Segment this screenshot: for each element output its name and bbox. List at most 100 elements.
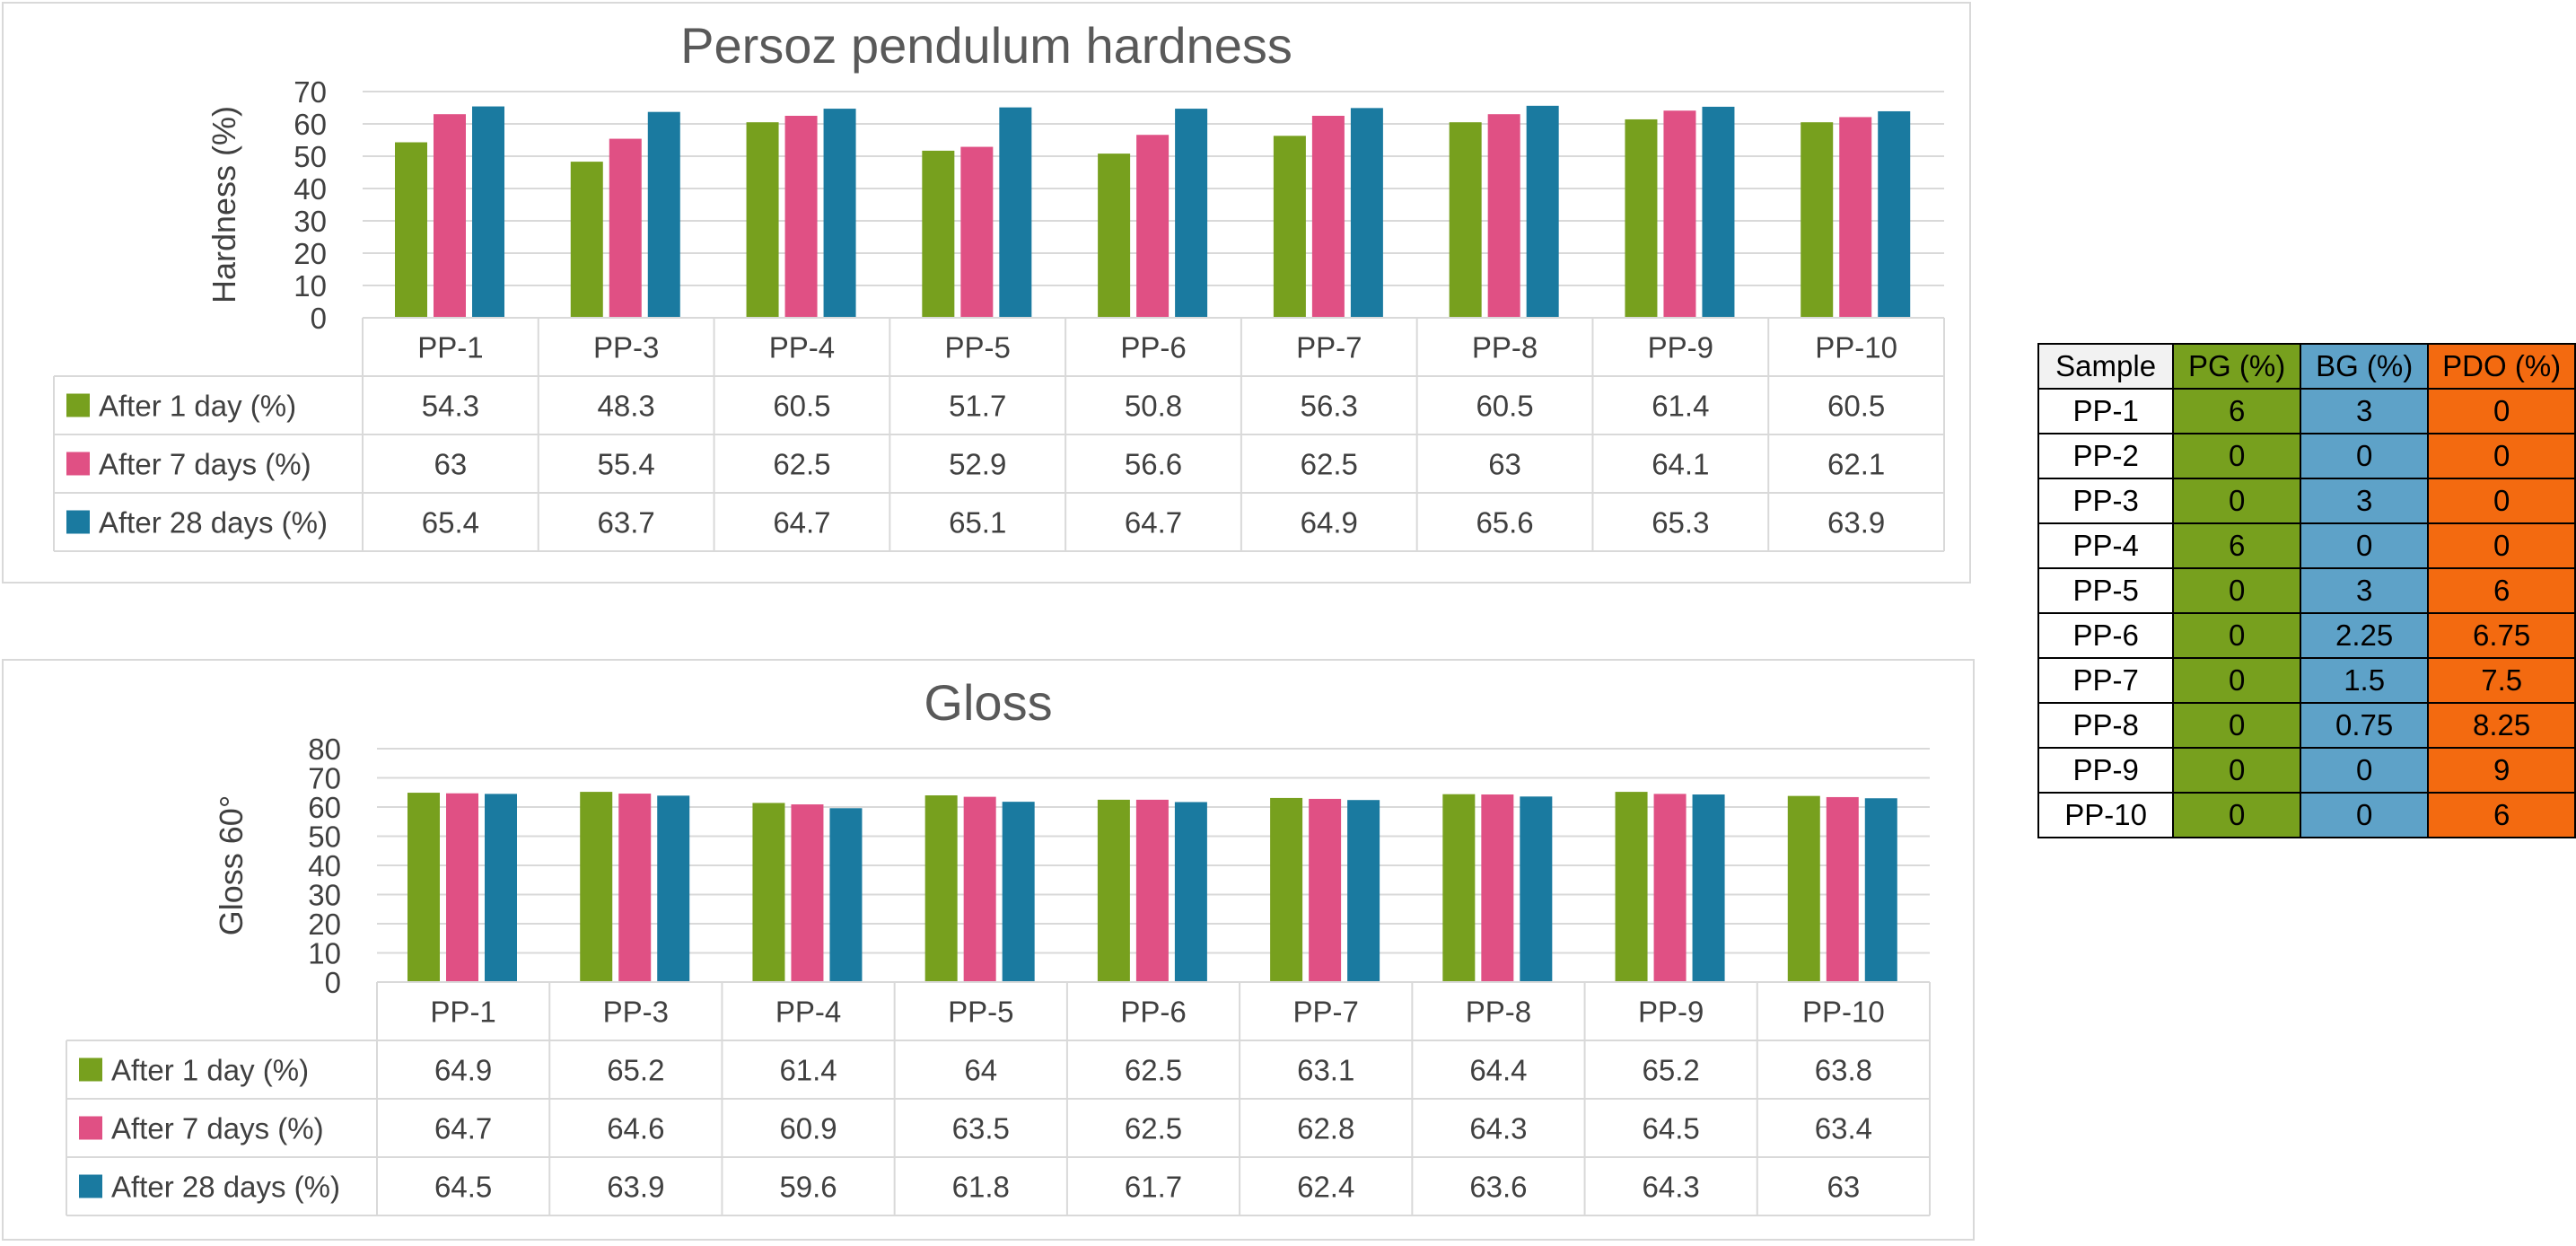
legend-key (66, 510, 90, 534)
bar (1002, 802, 1035, 982)
x-category-label: PP-7 (1296, 331, 1362, 364)
bar (1787, 795, 1820, 982)
bg-cell: 1.5 (2299, 657, 2430, 704)
bar (1615, 792, 1648, 982)
legend-key (79, 1174, 102, 1198)
data-label: 64.3 (1469, 1112, 1527, 1145)
data-label: 64.5 (1643, 1112, 1700, 1145)
bar (1175, 109, 1208, 318)
bar (434, 114, 466, 318)
sample-composition-table: Sample PG (%) BG (%) PDO (%) PP-1 6 3 0 PP-2… (2037, 343, 2576, 838)
table-row: PP-6 0 2.25 6.75 (2037, 612, 2576, 659)
bar (485, 794, 517, 982)
pdo-cell: 8.25 (2427, 702, 2576, 749)
column-header-sample: Sample (2037, 343, 2175, 390)
x-category-label: PP-3 (593, 331, 659, 364)
data-label: 65.2 (1643, 1054, 1700, 1087)
data-label: 63.1 (1297, 1054, 1354, 1087)
bar (1273, 136, 1306, 318)
pg-cell: 0 (2172, 478, 2301, 524)
legend-series-name: After 7 days (%) (99, 448, 311, 481)
pg-cell: 6 (2172, 388, 2301, 434)
sample-table-header: Sample PG (%) BG (%) PDO (%) (2037, 343, 2576, 390)
bar (1174, 802, 1207, 982)
data-label: 64.6 (607, 1112, 664, 1145)
bar (618, 794, 652, 982)
pdo-cell: 0 (2427, 388, 2576, 434)
data-label: 64.7 (1125, 506, 1182, 540)
data-label: 64.9 (1301, 506, 1358, 540)
data-label: 63.8 (1815, 1054, 1872, 1087)
pdo-cell: 7.5 (2427, 657, 2576, 704)
bar (791, 804, 824, 982)
y-tick-label: 60 (294, 108, 327, 141)
legend-key (66, 452, 90, 476)
data-label: 63 (1827, 1171, 1861, 1204)
bar (407, 793, 440, 982)
x-category-label: PP-9 (1638, 996, 1704, 1029)
x-category-label: PP-9 (1648, 331, 1713, 364)
gloss-chart-title: Gloss (924, 674, 1053, 731)
x-category-label: PP-10 (1802, 996, 1885, 1029)
data-label: 56.6 (1125, 448, 1182, 481)
column-header-bg: BG (%) (2299, 343, 2430, 390)
hardness-chart: Persoz pendulum hardness 0 10 20 30 40 50 60 70… (2, 2, 1971, 584)
data-label: 65.3 (1652, 506, 1709, 540)
y-tick-label: 30 (294, 205, 327, 238)
bar (472, 106, 504, 318)
y-tick-label: 80 (308, 733, 341, 766)
x-category-label: PP-5 (948, 996, 1013, 1029)
y-axis-label: Gloss 60° (213, 795, 250, 935)
bar (752, 803, 785, 982)
sample-name-cell: PP-5 (2037, 567, 2175, 614)
pg-cell: 0 (2172, 747, 2301, 794)
bar (446, 793, 478, 982)
data-label: 60.5 (773, 390, 830, 423)
column-header-pg: PG (%) (2172, 343, 2301, 390)
data-label: 64.7 (773, 506, 830, 540)
y-tick-label: 70 (294, 75, 327, 109)
data-label: 64.5 (434, 1171, 492, 1204)
bar (1270, 797, 1303, 982)
hardness-chart-title: Persoz pendulum hardness (680, 17, 1292, 74)
data-label: 51.7 (949, 390, 1006, 423)
bar (580, 792, 613, 982)
data-label: 64.3 (1643, 1171, 1700, 1204)
y-tick-label: 10 (294, 269, 327, 303)
x-category-label: PP-7 (1293, 996, 1359, 1029)
table-row: PP-9 0 0 9 (2037, 747, 2576, 794)
sample-name-cell: PP-9 (2037, 747, 2175, 794)
bar (1663, 110, 1696, 319)
bar (746, 122, 779, 318)
data-label: 64.9 (434, 1054, 492, 1087)
data-label: 61.7 (1125, 1171, 1182, 1204)
y-tick-label: 10 (308, 937, 341, 970)
data-label: 54.3 (422, 390, 479, 423)
bar (922, 150, 955, 318)
data-label: 60.9 (779, 1112, 837, 1145)
bar (1097, 799, 1130, 982)
bar (999, 107, 1032, 318)
legend-key (79, 1057, 102, 1082)
bg-cell: 2.25 (2299, 612, 2430, 659)
legend-series-name: After 28 days (%) (111, 1171, 340, 1204)
bar (1692, 794, 1725, 982)
bar (924, 795, 958, 982)
y-tick-label: 20 (294, 237, 327, 270)
x-category-label: PP-8 (1466, 996, 1531, 1029)
legend-key (66, 393, 90, 417)
bg-cell: 0 (2299, 747, 2430, 794)
data-label: 61.4 (779, 1054, 837, 1087)
table-row: PP-8 0 0.75 8.25 (2037, 702, 2576, 749)
sample-name-cell: PP-1 (2037, 388, 2175, 434)
data-label: 56.3 (1301, 390, 1358, 423)
bg-cell: 0.75 (2299, 702, 2430, 749)
legend-series-name: After 7 days (%) (111, 1112, 324, 1145)
data-label: 64.7 (434, 1112, 492, 1145)
pdo-cell: 6.75 (2427, 612, 2576, 659)
bar (1878, 110, 1911, 319)
data-label: 64 (964, 1054, 997, 1087)
data-label: 63.7 (598, 506, 655, 540)
